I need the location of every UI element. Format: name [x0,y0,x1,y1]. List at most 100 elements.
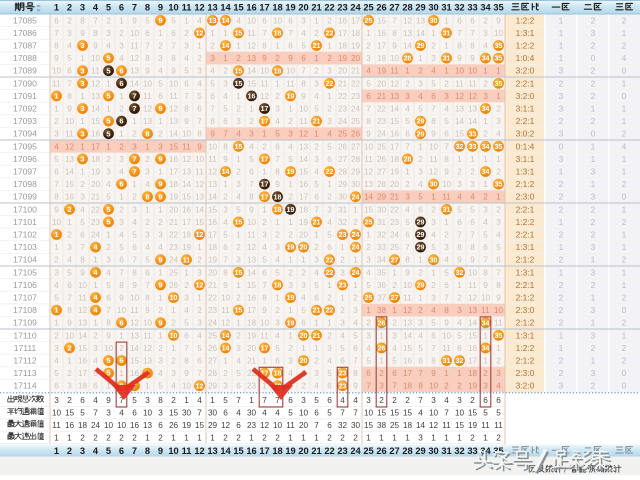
svg-text:1: 1 [236,319,241,328]
svg-text:2: 2 [119,344,124,353]
svg-text:5: 5 [80,218,85,227]
svg-text:5: 5 [392,357,397,366]
svg-text:4: 4 [288,142,293,151]
svg-text:29: 29 [417,230,425,239]
svg-text:3: 3 [591,330,596,340]
svg-text:30: 30 [351,421,361,430]
svg-text:9: 9 [158,3,163,13]
svg-text:17090: 17090 [13,78,37,88]
svg-text:20: 20 [169,205,179,214]
svg-text:12: 12 [195,180,205,189]
svg-text:27: 27 [389,3,399,13]
svg-text:1: 1 [483,155,488,164]
svg-text:22: 22 [91,205,101,214]
svg-text:34: 34 [482,344,490,353]
svg-text:3: 3 [106,29,111,38]
svg-text:12: 12 [429,168,439,177]
svg-text:1: 1 [236,92,241,101]
svg-text:7: 7 [249,180,254,189]
svg-text:4: 4 [132,218,137,227]
svg-text:34: 34 [480,3,491,13]
svg-text:7: 7 [171,42,176,51]
svg-text:1: 1 [622,116,627,126]
svg-text:4: 4 [119,54,124,63]
svg-text:2: 2 [444,382,449,391]
svg-text:5: 5 [171,16,176,25]
svg-text:30: 30 [428,3,438,13]
svg-text:3: 3 [119,218,124,227]
svg-text:25: 25 [363,446,373,456]
svg-text:30: 30 [377,205,387,214]
svg-text:1: 1 [314,130,319,139]
svg-text:2: 2 [327,16,332,25]
svg-text:1: 1 [405,433,410,442]
svg-text:26: 26 [351,130,361,139]
svg-text:4: 4 [353,396,358,405]
svg-text:2: 2 [418,268,423,277]
svg-text:17: 17 [261,104,269,113]
svg-text:3: 3 [591,28,596,38]
svg-text:5: 5 [327,231,332,240]
svg-text:9: 9 [80,29,85,38]
svg-text:26: 26 [376,3,386,13]
svg-text:10: 10 [429,142,439,151]
svg-text:6: 6 [80,231,85,240]
svg-text:7: 7 [93,16,98,25]
svg-text:2: 2 [275,433,280,442]
svg-text:22: 22 [326,79,334,88]
svg-text:1: 1 [444,433,449,442]
svg-text:3: 3 [158,54,163,63]
svg-text:10: 10 [455,67,465,76]
svg-text:4: 4 [262,243,267,252]
svg-text:2: 2 [559,179,564,189]
svg-text:2: 2 [301,268,306,277]
svg-text:10: 10 [168,446,178,456]
svg-text:6: 6 [106,294,111,303]
svg-text:17: 17 [182,218,192,227]
svg-text:12: 12 [468,294,478,303]
svg-text:8: 8 [288,42,293,51]
svg-text:1: 1 [158,168,163,177]
svg-text:5: 5 [483,409,488,418]
svg-text:12: 12 [260,92,270,101]
svg-text:1: 1 [444,218,449,227]
svg-text:1: 1 [275,42,280,51]
svg-text:2: 2 [236,243,241,252]
svg-text:1: 1 [431,193,436,202]
svg-text:18: 18 [91,155,101,164]
svg-text:1: 1 [54,446,59,456]
svg-text:1: 1 [54,433,59,442]
svg-text:3: 3 [158,409,163,418]
svg-text:4: 4 [158,369,163,378]
svg-text:11: 11 [247,231,256,240]
svg-text:22: 22 [326,306,334,315]
svg-text:3: 3 [496,218,501,227]
svg-text:1: 1 [223,29,228,38]
svg-text:7: 7 [457,231,462,240]
svg-text:6: 6 [184,79,189,88]
svg-text:3: 3 [54,396,59,405]
svg-text:10: 10 [481,294,491,303]
svg-text:2: 2 [591,91,596,101]
svg-text:2: 2 [340,306,345,315]
svg-text:8: 8 [80,16,85,25]
svg-text:7: 7 [392,382,397,391]
svg-text:4: 4 [236,193,241,202]
svg-text:2:2:1: 2:2:1 [516,204,535,214]
svg-text:20: 20 [298,446,308,456]
svg-text:2: 2 [496,205,501,214]
svg-text:1: 1 [327,319,332,328]
svg-text:10: 10 [247,16,257,25]
svg-text:4: 4 [54,142,59,151]
svg-text:9: 9 [67,105,72,114]
svg-text:9: 9 [80,268,85,277]
svg-text:6: 6 [314,409,319,418]
svg-text:8: 8 [158,396,163,405]
svg-text:1: 1 [184,16,189,25]
svg-text:7: 7 [132,256,137,265]
svg-text:11: 11 [299,117,308,126]
svg-text:30: 30 [182,409,192,418]
svg-text:8: 8 [431,117,436,126]
svg-text:5: 5 [158,382,163,391]
svg-text:1: 1 [457,155,462,164]
